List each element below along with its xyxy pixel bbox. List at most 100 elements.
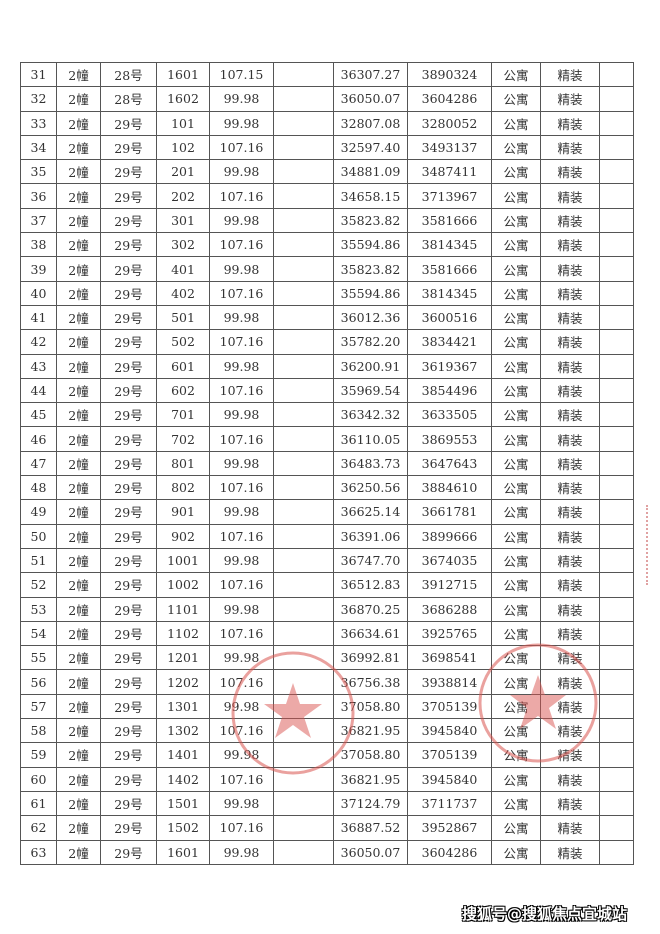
cell-unit-price: 36012.36: [333, 304, 408, 331]
cell-row-number: 31: [20, 61, 57, 88]
cell-unit: 29号: [100, 547, 157, 574]
table-row: 51 2幢 29号 1001 99.98 36747.70 3674035 公寓 精装: [20, 547, 634, 574]
cell-decoration: 精装: [540, 329, 600, 355]
table-row: 39 2幢 29号 401 99.98 35823.82 3581666 公寓 精装: [20, 256, 634, 282]
cell-building: 2幢: [56, 742, 101, 768]
table-row: 58 2幢 29号 1302 107.16 36821.95 3945840 公寓 精装: [20, 718, 634, 744]
cell-unit-price: 35782.20: [333, 329, 408, 355]
cell-row-number: 38: [20, 232, 57, 258]
cell-blank: [273, 402, 334, 428]
cell-unit: 29号: [100, 402, 157, 428]
cell-unit: 29号: [100, 766, 157, 792]
cell-blank: [273, 523, 334, 549]
cell-remark: [599, 742, 634, 768]
cell-row-number: 57: [20, 693, 57, 720]
edge-seal-mark: [646, 505, 660, 585]
cell-total-price: 3633505: [407, 402, 492, 428]
cell-building: 2幢: [56, 523, 101, 549]
cell-total-price: 3604286: [407, 86, 492, 112]
cell-row-number: 40: [20, 280, 57, 306]
cell-decoration: 精装: [540, 61, 600, 88]
cell-unit-price: 36870.25: [333, 596, 408, 622]
cell-unit: 29号: [100, 669, 157, 695]
cell-unit-price: 36307.27: [333, 61, 408, 88]
cell-property-type: 公寓: [491, 572, 541, 598]
cell-building: 2幢: [56, 499, 101, 525]
cell-property-type: 公寓: [491, 450, 541, 477]
cell-area: 99.98: [209, 742, 274, 768]
cell-blank: [273, 693, 334, 720]
cell-row-number: 35: [20, 159, 57, 185]
cell-decoration: 精装: [540, 742, 600, 768]
cell-building: 2幢: [56, 645, 101, 671]
cell-unit: 29号: [100, 475, 157, 501]
cell-total-price: 3280052: [407, 110, 492, 136]
cell-row-number: 37: [20, 207, 57, 234]
cell-property-type: 公寓: [491, 232, 541, 258]
cell-unit: 29号: [100, 304, 157, 331]
cell-blank: [273, 450, 334, 477]
cell-remark: [599, 256, 634, 282]
cell-total-price: 3619367: [407, 353, 492, 379]
cell-remark: [599, 766, 634, 792]
cell-total-price: 3713967: [407, 183, 492, 209]
cell-row-number: 53: [20, 596, 57, 622]
table-row: 31 2幢 28号 1601 107.15 36307.27 3890324 公寓 精装: [20, 61, 634, 88]
cell-decoration: 精装: [540, 693, 600, 720]
cell-total-price: 3686288: [407, 596, 492, 622]
cell-room: 1402: [156, 766, 210, 792]
cell-remark: [599, 183, 634, 209]
cell-remark: [599, 159, 634, 185]
cell-row-number: 42: [20, 329, 57, 355]
cell-remark: [599, 329, 634, 355]
cell-remark: [599, 426, 634, 452]
cell-area: 99.98: [209, 110, 274, 136]
cell-area: 99.98: [209, 499, 274, 525]
cell-area: 99.98: [209, 256, 274, 282]
cell-area: 107.16: [209, 183, 274, 209]
cell-decoration: 精装: [540, 232, 600, 258]
cell-room: 401: [156, 256, 210, 282]
cell-building: 2幢: [56, 450, 101, 477]
cell-total-price: 3661781: [407, 499, 492, 525]
cell-room: 902: [156, 523, 210, 549]
cell-area: 107.16: [209, 280, 274, 306]
cell-decoration: 精装: [540, 572, 600, 598]
cell-unit: 29号: [100, 620, 157, 647]
cell-row-number: 43: [20, 353, 57, 379]
cell-decoration: 精装: [540, 547, 600, 574]
table-row: 40 2幢 29号 402 107.16 35594.86 3814345 公寓 精装: [20, 280, 634, 306]
cell-room: 402: [156, 280, 210, 306]
cell-decoration: 精装: [540, 159, 600, 185]
cell-property-type: 公寓: [491, 304, 541, 331]
cell-room: 602: [156, 377, 210, 404]
cell-property-type: 公寓: [491, 280, 541, 306]
cell-row-number: 50: [20, 523, 57, 549]
cell-unit-price: 35823.82: [333, 256, 408, 282]
cell-total-price: 3890324: [407, 61, 492, 88]
cell-room: 102: [156, 134, 210, 161]
cell-unit-price: 36391.06: [333, 523, 408, 549]
cell-unit-price: 35969.54: [333, 377, 408, 404]
cell-property-type: 公寓: [491, 815, 541, 841]
cell-area: 107.16: [209, 718, 274, 744]
cell-unit-price: 32807.08: [333, 110, 408, 136]
cell-building: 2幢: [56, 718, 101, 744]
cell-row-number: 51: [20, 547, 57, 574]
cell-area: 99.98: [209, 159, 274, 185]
cell-building: 2幢: [56, 134, 101, 161]
cell-unit: 29号: [100, 353, 157, 379]
cell-unit: 29号: [100, 329, 157, 355]
cell-unit: 29号: [100, 207, 157, 234]
cell-row-number: 48: [20, 475, 57, 501]
cell-building: 2幢: [56, 815, 101, 841]
cell-building: 2幢: [56, 207, 101, 234]
cell-decoration: 精装: [540, 766, 600, 792]
table-row: 54 2幢 29号 1102 107.16 36634.61 3925765 公寓 精装: [20, 620, 634, 647]
cell-room: 701: [156, 402, 210, 428]
cell-area: 107.16: [209, 766, 274, 792]
cell-room: 1501: [156, 790, 210, 817]
cell-room: 1202: [156, 669, 210, 695]
cell-remark: [599, 353, 634, 379]
cell-room: 201: [156, 159, 210, 185]
